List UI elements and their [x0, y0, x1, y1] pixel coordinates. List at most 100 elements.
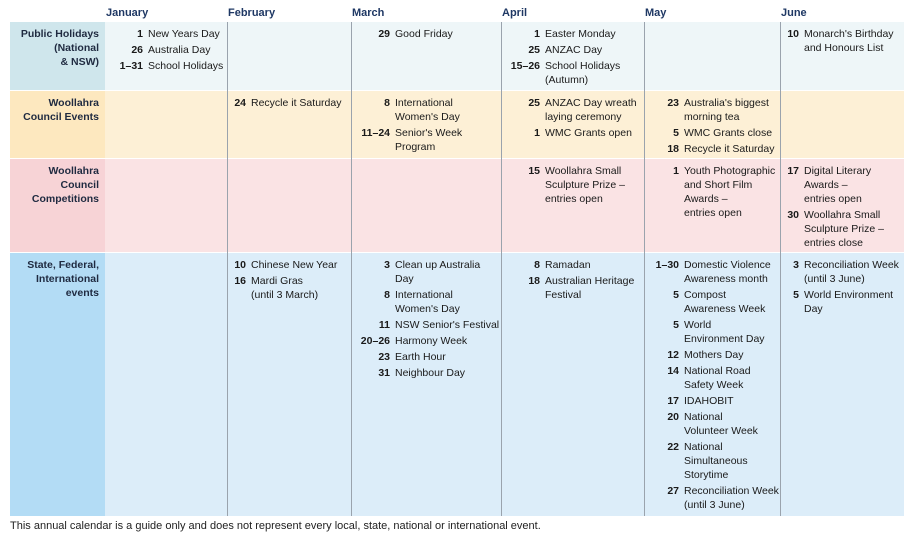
event-date: 3	[384, 259, 390, 271]
event-date: 26	[131, 44, 143, 56]
event-date: 15–26	[510, 60, 540, 72]
event-date: 31	[378, 367, 390, 379]
event-title-line: IDAHOBIT	[684, 395, 734, 407]
month-divider	[780, 22, 781, 516]
row-label-line: International	[35, 273, 99, 285]
calendar-row-1: Woollahra Council Events 24 Recycle it Satu…	[10, 91, 904, 158]
event-date: 11–24	[361, 127, 390, 139]
event-title: Mothers Day	[684, 348, 780, 362]
event-title: Youth Photographic and Short Film Awards –…	[684, 164, 780, 220]
calendar-cell-february: 24 Recycle it Saturday	[227, 91, 351, 158]
calendar-event: 1 WMC Grants open	[504, 126, 644, 140]
event-title: National Simultaneous Storytime	[684, 440, 780, 482]
event-date: 8	[384, 97, 390, 109]
calendar-cell-may: 1 Youth Photographic and Short Film Awards …	[644, 159, 780, 252]
event-title-line: Festival	[545, 289, 582, 301]
calendar-event: 15 Woollahra Small Sculpture Prize – entrie…	[504, 164, 644, 206]
month-header-june: June	[781, 7, 807, 19]
event-title: Good Friday	[395, 27, 501, 41]
calendar-event: 8 International Women's Day	[354, 96, 501, 124]
calendar-event: 23 Australia's biggest morning tea	[647, 96, 780, 124]
event-title: IDAHOBIT	[684, 394, 780, 408]
event-title: New Years Day	[148, 27, 227, 41]
event-title: International Women's Day	[395, 96, 501, 124]
calendar-event: 26 Australia Day	[108, 43, 227, 57]
event-title-line: Women's Day	[395, 303, 460, 315]
event-title-line: WMC Grants open	[545, 127, 632, 139]
calendar-event: 3 Clean up Australia Day	[354, 258, 501, 286]
calendar-row-0: Public Holidays (National & NSW) 1 New Years…	[10, 22, 904, 90]
calendar-event: 30 Woollahra Small Sculpture Prize – entrie…	[783, 208, 904, 250]
event-title: World Environment Day	[804, 288, 904, 316]
calendar-cell-june: 3 Reconciliation Week (until 3 June) 5 World…	[780, 253, 904, 516]
event-date: 15	[528, 165, 540, 177]
event-date: 10	[787, 28, 799, 40]
calendar-event: 1 New Years Day	[108, 27, 227, 41]
month-header-may: May	[645, 7, 667, 19]
month-divider	[227, 22, 228, 516]
event-date: 1	[673, 165, 679, 177]
event-title-line: Environment Day	[684, 333, 765, 345]
event-title-line: Earth Hour	[395, 351, 446, 363]
event-date: 30	[787, 209, 799, 221]
event-title-line: School Holidays	[545, 60, 621, 72]
row-label: Woollahra Council Events	[10, 91, 105, 158]
event-title-line: (until 3 March)	[251, 289, 319, 301]
event-title: Harmony Week	[395, 334, 501, 348]
event-date: 16	[234, 275, 246, 287]
event-title-line: Easter Monday	[545, 28, 616, 40]
event-title: Chinese New Year	[251, 258, 351, 272]
event-title-line: Neighbour Day	[395, 367, 466, 379]
event-date: 25	[528, 44, 540, 56]
month-header-march: March	[352, 7, 385, 19]
event-title: School Holidays (Autumn)	[545, 59, 644, 87]
event-title-line: New Years Day	[148, 28, 220, 40]
calendar-event: 11 NSW Senior's Festival	[354, 318, 501, 332]
event-title-line: (until 3 June)	[684, 499, 745, 511]
event-title-line: Australian Heritage	[545, 275, 635, 287]
event-title: ANZAC Day wreath laying ceremony	[545, 96, 644, 124]
row-label-line: State, Federal,	[27, 259, 99, 271]
event-title-line: (Autumn)	[545, 74, 589, 86]
calendar-event: 1 Easter Monday	[504, 27, 644, 41]
calendar-event: 5 World Environment Day	[647, 318, 780, 346]
event-date: 12	[667, 349, 679, 361]
event-date: 23	[378, 351, 390, 363]
event-title-line: Sculpture Prize –	[804, 223, 884, 235]
row-label: Woollahra Council Competitions	[10, 159, 105, 252]
event-date: 25	[528, 97, 540, 109]
event-title-line: Recycle it Saturday	[251, 97, 342, 109]
event-title: National Road Safety Week	[684, 364, 780, 392]
event-date: 20–26	[360, 335, 390, 347]
event-title-line: Woollahra Small	[545, 165, 622, 177]
month-divider	[501, 22, 502, 516]
event-title-line: National	[684, 441, 723, 453]
event-title: Australia's biggest morning tea	[684, 96, 780, 124]
footer-note: This annual calendar is a guide only and…	[10, 520, 541, 532]
calendar-event: 1–31 School Holidays	[108, 59, 227, 73]
event-date: 1	[534, 28, 540, 40]
event-date: 11	[378, 319, 390, 331]
event-title: Clean up Australia Day	[395, 258, 501, 286]
event-title: Reconciliation Week (until 3 June)	[684, 484, 780, 512]
calendar-cell-march: 3 Clean up Australia Day 8 International Wom…	[351, 253, 501, 516]
calendar-cell-january	[105, 91, 227, 158]
calendar-event: 10 Chinese New Year	[230, 258, 351, 272]
calendar-cell-april: 1 Easter Monday 25 ANZAC Day 15–26 School Hol…	[501, 22, 644, 90]
event-title-line: Ramadan	[545, 259, 591, 271]
calendar-cell-may: 1–30 Domestic Violence Awareness month 5 Com…	[644, 253, 780, 516]
event-title-line: Awareness Week	[684, 303, 766, 315]
calendar-cell-march: 29 Good Friday	[351, 22, 501, 90]
event-title: International Women's Day	[395, 288, 501, 316]
calendar-cell-april: 25 ANZAC Day wreath laying ceremony 1 WMC Gr…	[501, 91, 644, 158]
event-title-line: Awards –	[804, 179, 848, 191]
event-title-line: Women's Day	[395, 111, 460, 123]
calendar-event: 5 Compost Awareness Week	[647, 288, 780, 316]
event-title-line: Digital Literary	[804, 165, 872, 177]
month-header-april: April	[502, 7, 528, 19]
event-title-line: Recycle it Saturday	[684, 143, 775, 155]
event-title: Woollahra Small Sculpture Prize – entries …	[804, 208, 904, 250]
event-title-line: and Short Film	[684, 179, 753, 191]
event-date: 5	[673, 319, 679, 331]
event-title-line: World Environment	[804, 289, 894, 301]
